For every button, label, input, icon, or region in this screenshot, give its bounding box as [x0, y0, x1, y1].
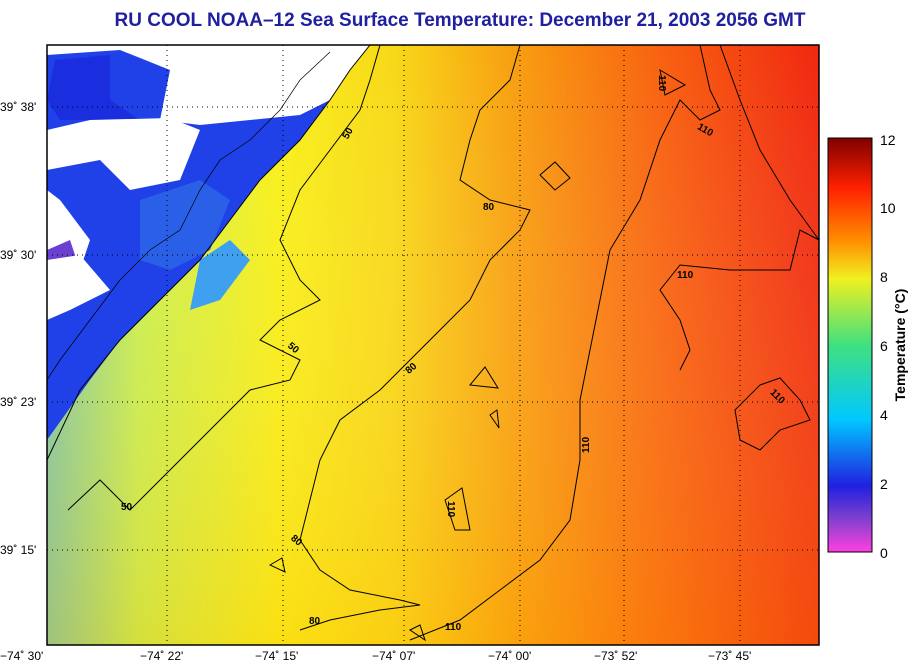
contour-label: 80 [483, 202, 495, 213]
colorbar-tick: 10 [880, 200, 896, 216]
colorbar [827, 137, 873, 553]
map-frame [46, 44, 820, 646]
contour-label: 110 [445, 501, 456, 518]
colorbar-title: Temperature (°C) [892, 288, 908, 402]
colorbar-tick: 2 [880, 476, 888, 492]
lon-label: −74˚ 22' [140, 649, 183, 663]
lat-label: 39˚ 15' [0, 543, 36, 557]
contour-label: 110 [656, 75, 667, 92]
lon-label: −73˚ 45' [708, 649, 751, 663]
lon-label: −74˚ 30' [0, 649, 43, 663]
contour-label: 50 [341, 126, 356, 142]
colorbar-tick: 6 [880, 338, 888, 354]
lat-label: 39˚ 23' [0, 395, 36, 409]
contour-label: 110 [677, 270, 694, 281]
contour-label: 110 [581, 436, 592, 453]
lon-label: −74˚ 00' [488, 649, 531, 663]
lat-label: 39˚ 38' [0, 100, 36, 114]
lon-label: −74˚ 15' [255, 649, 298, 663]
contour-label: 80 [309, 616, 321, 627]
colorbar-tick: 0 [880, 545, 888, 561]
colorbar-tick: 12 [880, 132, 896, 148]
lon-label: −73˚ 52' [594, 649, 637, 663]
colorbar-tick: 8 [880, 269, 888, 285]
lon-label: −74˚ 07' [372, 649, 415, 663]
map-title: RU COOL NOAA–12 Sea Surface Temperature:… [114, 10, 806, 31]
lat-label: 39˚ 30' [0, 248, 36, 262]
contour-label: 50 [121, 502, 133, 513]
colorbar-tick: 4 [880, 407, 888, 423]
contour-label: 110 [445, 622, 462, 633]
